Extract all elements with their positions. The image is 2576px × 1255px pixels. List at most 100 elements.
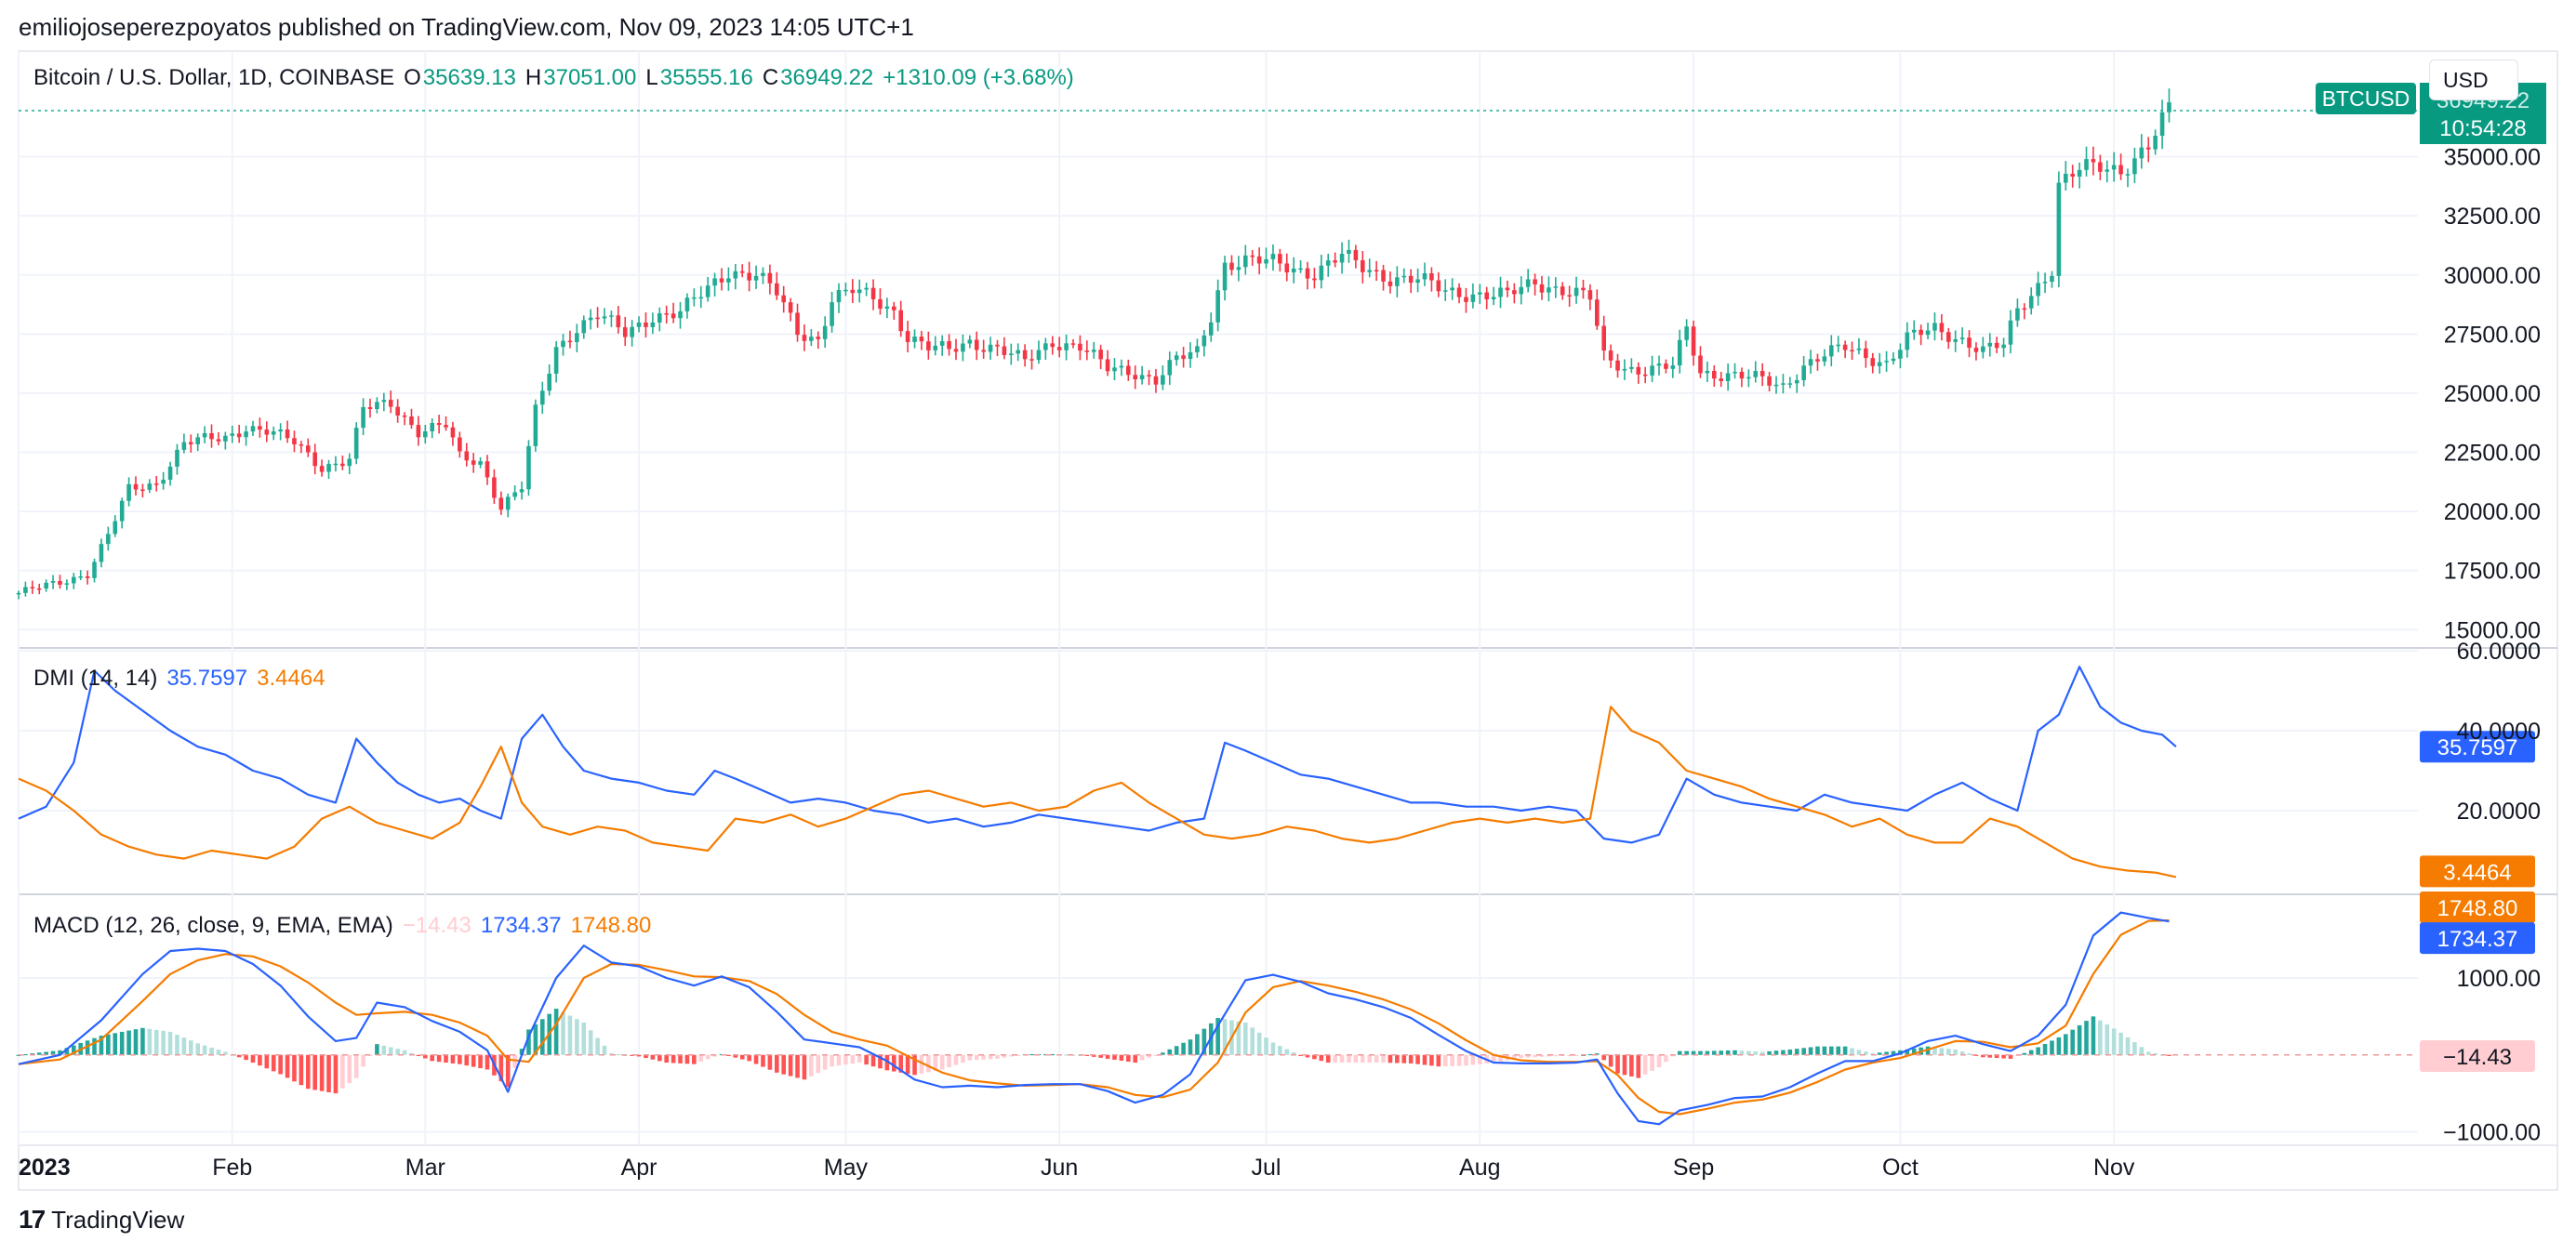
candle-body xyxy=(830,302,834,326)
dmi-plus-line xyxy=(18,666,2177,844)
candle-body xyxy=(1539,284,1545,293)
macd-histogram-bar xyxy=(2042,1043,2048,1055)
macd-histogram-bar xyxy=(2084,1021,2089,1055)
candle-body xyxy=(671,313,676,319)
candle-body xyxy=(436,422,442,426)
macd-histogram-bar xyxy=(1739,1050,1745,1055)
candle-body xyxy=(305,445,311,453)
candle-body xyxy=(1270,254,1276,259)
candle-body xyxy=(1533,279,1537,284)
candle-body xyxy=(1477,292,1482,295)
macd-histogram-bar xyxy=(905,1054,910,1075)
macd-histogram-bar xyxy=(1573,1054,1579,1056)
macd-histogram-bar xyxy=(1987,1054,1993,1058)
macd-histogram-bar xyxy=(1470,1054,1476,1065)
candle-body xyxy=(161,480,166,484)
macd-histogram-bar xyxy=(2001,1054,2006,1059)
macd-histogram-bar xyxy=(1981,1054,1985,1058)
macd-histogram-bar xyxy=(678,1054,683,1063)
macd-histogram-bar xyxy=(1622,1054,1627,1076)
macd-histogram-bar xyxy=(692,1054,697,1064)
macd-histogram-bar xyxy=(50,1050,56,1055)
candle-body xyxy=(1828,345,1834,357)
macd-histogram-bar xyxy=(106,1034,111,1055)
macd-histogram-bar xyxy=(878,1054,883,1069)
candle-body xyxy=(1347,249,1351,254)
candle-body xyxy=(1242,255,1248,268)
candle-body xyxy=(2050,275,2054,283)
macd-histogram-bar xyxy=(264,1054,270,1069)
macd-histogram-bar xyxy=(1877,1052,1882,1055)
macd-histogram-bar xyxy=(1594,1053,1600,1055)
dmi-adx-line xyxy=(18,706,2177,878)
candle-body xyxy=(1147,375,1151,376)
macd-pane: 1748.80 1734.37 −14.43 xyxy=(16,891,2535,1126)
macd-histogram-bar xyxy=(292,1054,297,1082)
candle-body xyxy=(2125,174,2131,176)
candle-body xyxy=(1305,268,1310,279)
macd-histogram-bar xyxy=(884,1054,890,1071)
macd-histogram-bar xyxy=(1533,1054,1537,1058)
candle-body xyxy=(1794,379,1799,384)
candle-body xyxy=(1719,378,1724,381)
macd-histogram-bar xyxy=(505,1054,511,1088)
macd-histogram-bar xyxy=(1161,1052,1165,1055)
candle-body xyxy=(1656,363,1662,366)
symbol-title[interactable]: Bitcoin / U.S. Dollar, 1D, COINBASE xyxy=(33,65,395,90)
macd-histogram-bar xyxy=(30,1053,35,1055)
macd-histogram-bar xyxy=(471,1054,476,1067)
candle-body xyxy=(1664,363,1668,369)
currency-button[interactable]: USD xyxy=(2429,59,2518,100)
x-tick-label: 2023 xyxy=(19,1155,71,1181)
candle-body xyxy=(1002,346,1007,355)
macd-histogram-bar xyxy=(822,1054,828,1070)
macd-histogram-bar xyxy=(2050,1040,2054,1055)
macd-histogram-bar xyxy=(1436,1054,1441,1067)
macd-histogram-bar xyxy=(2056,1037,2062,1055)
macd-histogram-bar xyxy=(1256,1032,1262,1055)
x-tick-label: Mar xyxy=(405,1155,445,1181)
candle-body xyxy=(1884,361,1889,363)
macd-histogram-bar xyxy=(1491,1054,1496,1063)
candle-body xyxy=(684,297,690,311)
macd-histogram-bar xyxy=(1112,1054,1117,1060)
candle-body xyxy=(2167,102,2171,112)
candle-body xyxy=(2036,283,2040,297)
macd-histogram-bar xyxy=(1270,1042,1276,1055)
macd-histogram-bar xyxy=(1994,1054,1999,1059)
macd-histogram-bar xyxy=(1512,1054,1517,1060)
macd-histogram-bar xyxy=(347,1054,352,1084)
macd-histogram-bar xyxy=(961,1054,965,1063)
candle-body xyxy=(147,483,153,490)
candle-body xyxy=(581,320,587,334)
x-tick-label: May xyxy=(824,1155,869,1181)
candle-body xyxy=(2063,173,2068,183)
macd-histogram-bar xyxy=(1664,1054,1668,1063)
candle-body xyxy=(678,310,683,319)
candle-body xyxy=(2111,165,2117,170)
candle-body xyxy=(2091,159,2096,163)
macd-signal-line xyxy=(18,918,2170,1116)
macd-histogram-bar xyxy=(416,1054,421,1056)
macd-histogram-bar xyxy=(1842,1046,1848,1055)
candle-body xyxy=(78,576,84,578)
price-y-tick: 25000.00 xyxy=(2444,381,2541,407)
macd-histogram-bar xyxy=(898,1054,904,1073)
dmi-title[interactable]: DMI (14, 14) xyxy=(33,666,158,691)
candle-body xyxy=(326,464,331,472)
footer-brand[interactable]: 17 TradingView xyxy=(19,1205,184,1235)
macd-histogram-bar xyxy=(1450,1054,1454,1066)
x-tick-label: Aug xyxy=(1459,1155,1500,1181)
price-y-tick: 17500.00 xyxy=(2444,559,2541,585)
low-value: 35555.16 xyxy=(659,65,753,90)
candle-body xyxy=(1436,280,1441,292)
macd-histogram-bar xyxy=(202,1045,207,1055)
macd-histogram-bar xyxy=(1711,1050,1717,1055)
candle-body xyxy=(1622,368,1627,371)
macd-title[interactable]: MACD (12, 26, close, 9, EMA, EMA) xyxy=(33,913,393,938)
candle-body xyxy=(1056,347,1062,350)
candle-body xyxy=(430,422,435,431)
candle-body xyxy=(795,312,800,336)
candle-body xyxy=(630,326,634,337)
